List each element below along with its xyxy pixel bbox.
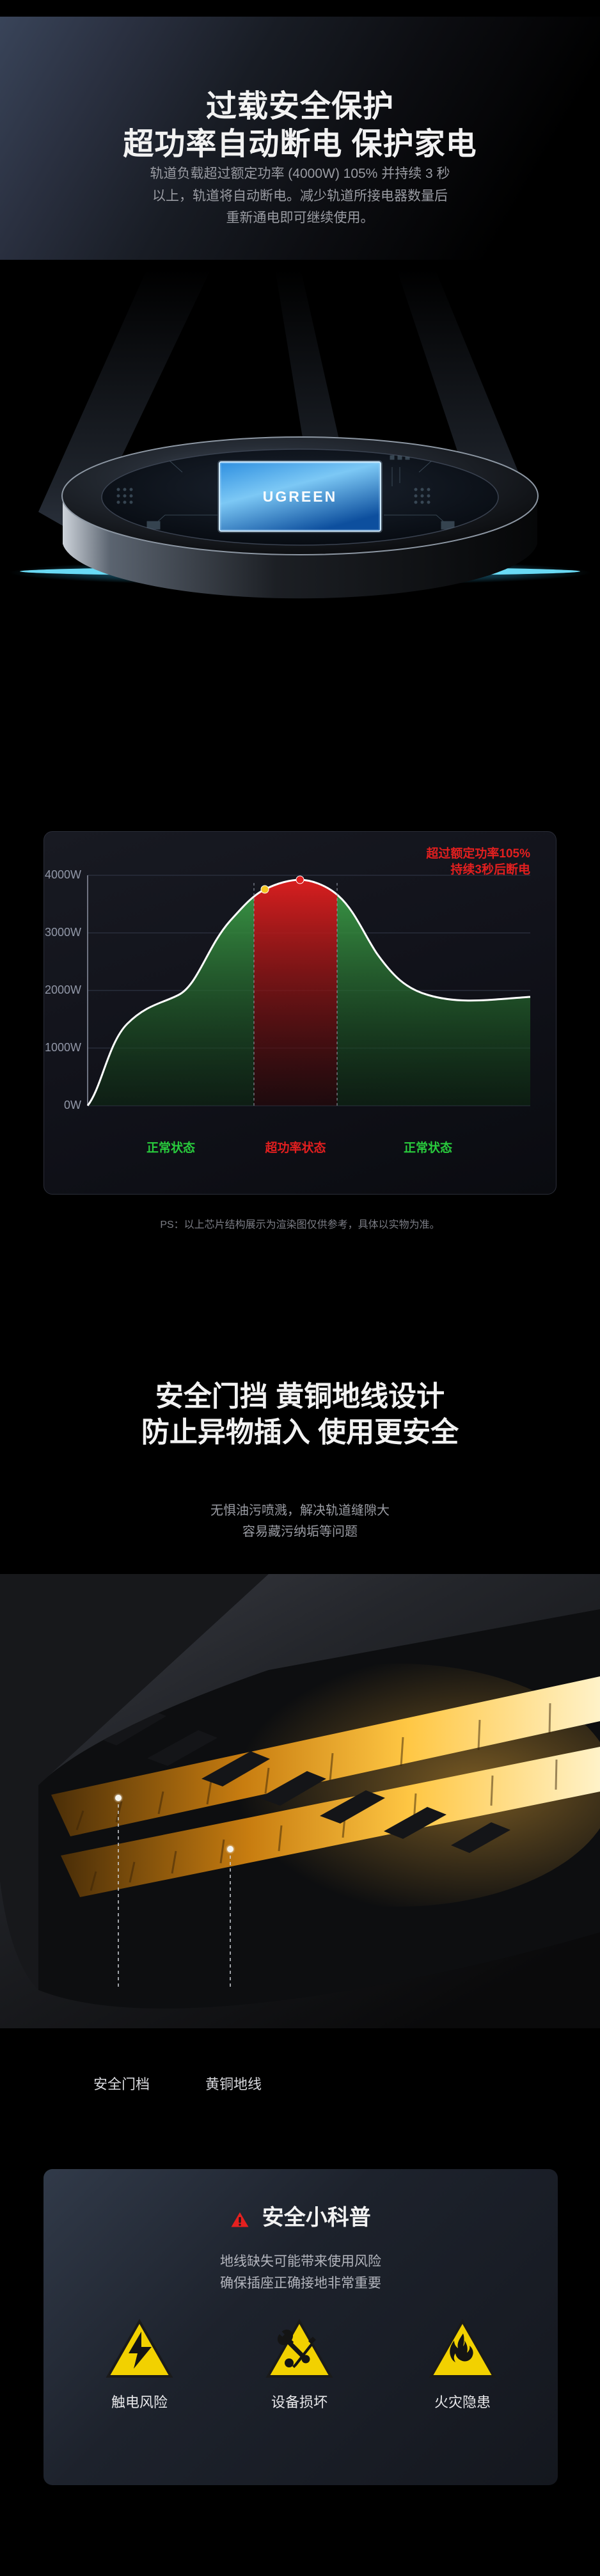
svg-text:超过额定功率105%: 超过额定功率105% xyxy=(425,846,530,861)
svg-text:超功率状态: 超功率状态 xyxy=(264,1140,326,1155)
svg-text:正常状态: 正常状态 xyxy=(146,1140,195,1155)
svg-text:3000W: 3000W xyxy=(45,926,81,939)
svg-text:持续3秒后断电: 持续3秒后断电 xyxy=(450,862,530,877)
svg-text:正常状态: 正常状态 xyxy=(404,1140,452,1155)
svg-text:4000W: 4000W xyxy=(45,868,81,881)
svg-text:2000W: 2000W xyxy=(45,983,81,996)
svg-text:1000W: 1000W xyxy=(45,1041,81,1054)
svg-text:UGREEN: UGREEN xyxy=(263,488,337,505)
svg-text:0W: 0W xyxy=(64,1099,81,1111)
